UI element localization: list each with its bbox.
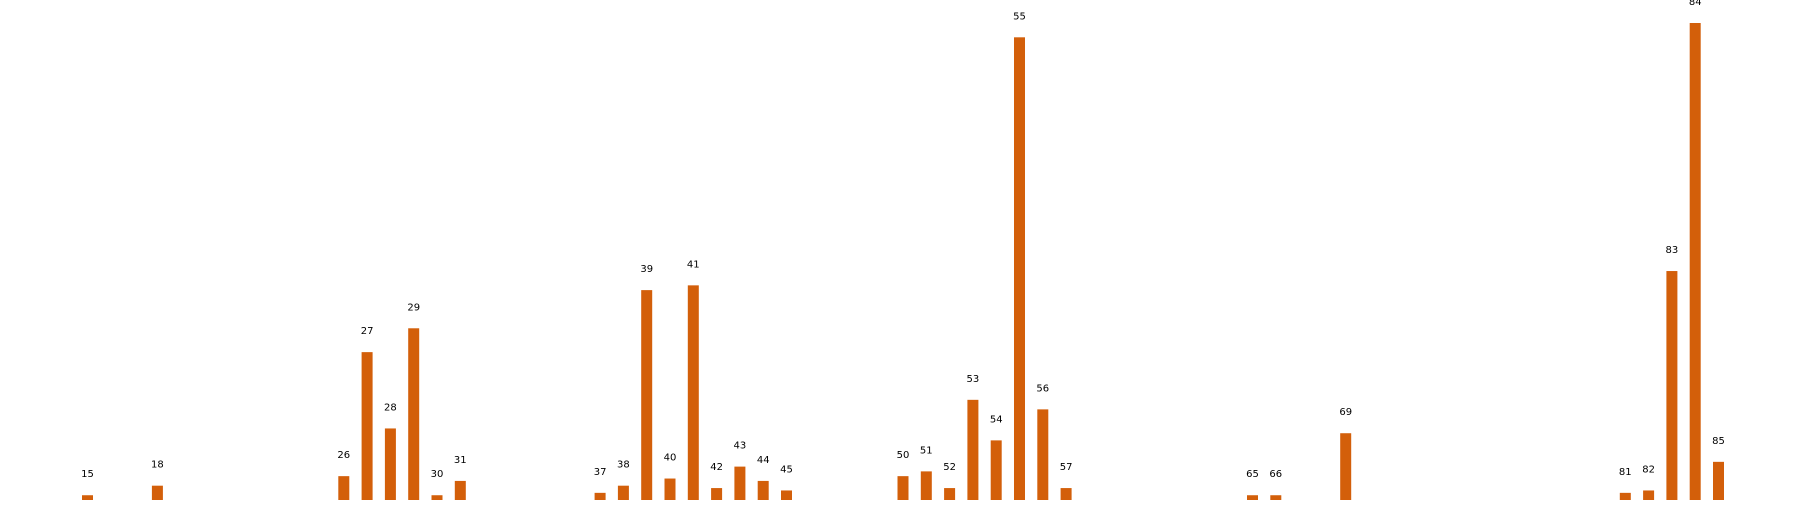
data-label-26: 26 [337,450,350,461]
data-label-15: 15 [81,469,94,480]
bar-37 [594,492,606,501]
bar-65 [1247,495,1258,500]
bar-30 [431,495,443,500]
data-label-27: 27 [361,326,374,337]
data-label-39: 39 [640,264,653,275]
bar-15 [82,495,93,500]
bar-81 [1619,492,1631,501]
bar-38 [617,485,629,500]
bar-57 [1060,488,1072,500]
bar-52 [944,488,956,500]
bar-56 [1037,409,1049,500]
bar-55 [1014,37,1025,501]
bar-39 [641,290,653,500]
bar-54 [990,440,1002,501]
data-label-41: 41 [687,259,700,270]
bar-43 [734,466,746,500]
data-label-18: 18 [151,460,164,471]
data-label-65: 65 [1246,469,1259,480]
data-label-85: 85 [1712,436,1725,447]
data-label-83: 83 [1666,245,1679,256]
data-label-55: 55 [1013,11,1026,22]
data-labels-layer: 15 18 26 27 28 29 30 31 37 38 39 40 41 42 43 44 45 50 51 52… [81,0,1725,480]
bar-40 [664,478,676,500]
bar-53 [967,399,979,500]
data-label-53: 53 [967,374,980,385]
bar-83 [1666,271,1678,500]
data-label-42: 42 [710,462,723,473]
bar-26 [338,476,350,500]
bar-45 [781,490,792,500]
bar-69 [1340,433,1352,500]
data-label-69: 69 [1339,407,1352,418]
data-label-40: 40 [664,453,677,464]
bar-84 [1689,23,1701,500]
bar-42 [711,488,723,500]
bar-18 [151,485,163,500]
data-label-38: 38 [617,460,630,471]
bar-82 [1643,490,1655,500]
bar-41 [687,285,699,500]
bar-29 [408,328,420,500]
data-label-44: 44 [757,455,770,466]
data-label-45: 45 [780,464,793,475]
data-label-50: 50 [897,450,910,461]
data-label-43: 43 [734,441,747,452]
data-label-54: 54 [990,414,1003,425]
bar-27 [361,352,373,500]
bar-51 [920,471,932,500]
data-label-51: 51 [920,445,933,456]
bar-44 [757,480,769,500]
data-label-31: 31 [454,455,467,466]
data-label-56: 56 [1036,383,1049,394]
data-label-28: 28 [384,402,397,413]
data-label-84: 84 [1689,0,1702,8]
bar-85 [1713,461,1724,500]
bar-66 [1270,495,1282,500]
data-label-52: 52 [943,462,956,473]
data-label-57: 57 [1060,462,1073,473]
data-label-30: 30 [431,469,444,480]
bar-50 [897,476,909,500]
bars-layer [82,23,1724,501]
data-label-82: 82 [1642,464,1655,475]
bar-28 [384,428,396,500]
data-label-37: 37 [594,467,607,478]
data-label-29: 29 [407,302,420,313]
data-label-81: 81 [1619,467,1632,478]
bar-31 [454,480,466,500]
data-label-66: 66 [1269,469,1282,480]
